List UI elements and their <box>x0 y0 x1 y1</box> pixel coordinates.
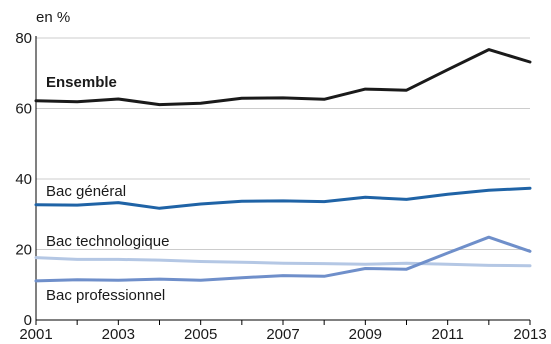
x-tick-label: 2007 <box>266 326 299 343</box>
grid <box>36 37 530 250</box>
series-lines <box>34 48 532 283</box>
x-tick-label: 2005 <box>184 326 217 343</box>
labels: en % 0 20 40 60 80 2001 2003 2005 2007 2009 2011 20… <box>15 9 546 343</box>
series-label-bac-professionnel: Bac professionnel <box>46 287 165 304</box>
x-tick-label: 2013 <box>513 326 546 343</box>
series-label-ensemble: Ensemble <box>46 74 117 91</box>
y-tick-label: 60 <box>15 101 32 118</box>
series-label-bac-g-n-ral: Bac général <box>46 183 126 200</box>
series-line-ensemble <box>34 48 532 107</box>
x-tick-label: 2011 <box>432 326 464 343</box>
x-tick-label: 2009 <box>349 326 382 343</box>
series-line-bac-g-n-ral <box>34 186 532 210</box>
y-tick-label: 20 <box>15 242 32 259</box>
x-tick-label: 2003 <box>102 326 135 343</box>
series-line-bac-professionnel <box>34 235 532 283</box>
unit-label: en % <box>36 9 70 26</box>
series-label-bac-technologique: Bac technologique <box>46 233 169 250</box>
series-line-bac-technologique <box>34 256 532 268</box>
y-tick-label: 40 <box>15 171 32 188</box>
x-tick-label: 2001 <box>19 326 52 343</box>
axes <box>35 36 531 325</box>
y-tick-label: 80 <box>15 30 32 47</box>
y-tick-label: 0 <box>24 312 32 329</box>
